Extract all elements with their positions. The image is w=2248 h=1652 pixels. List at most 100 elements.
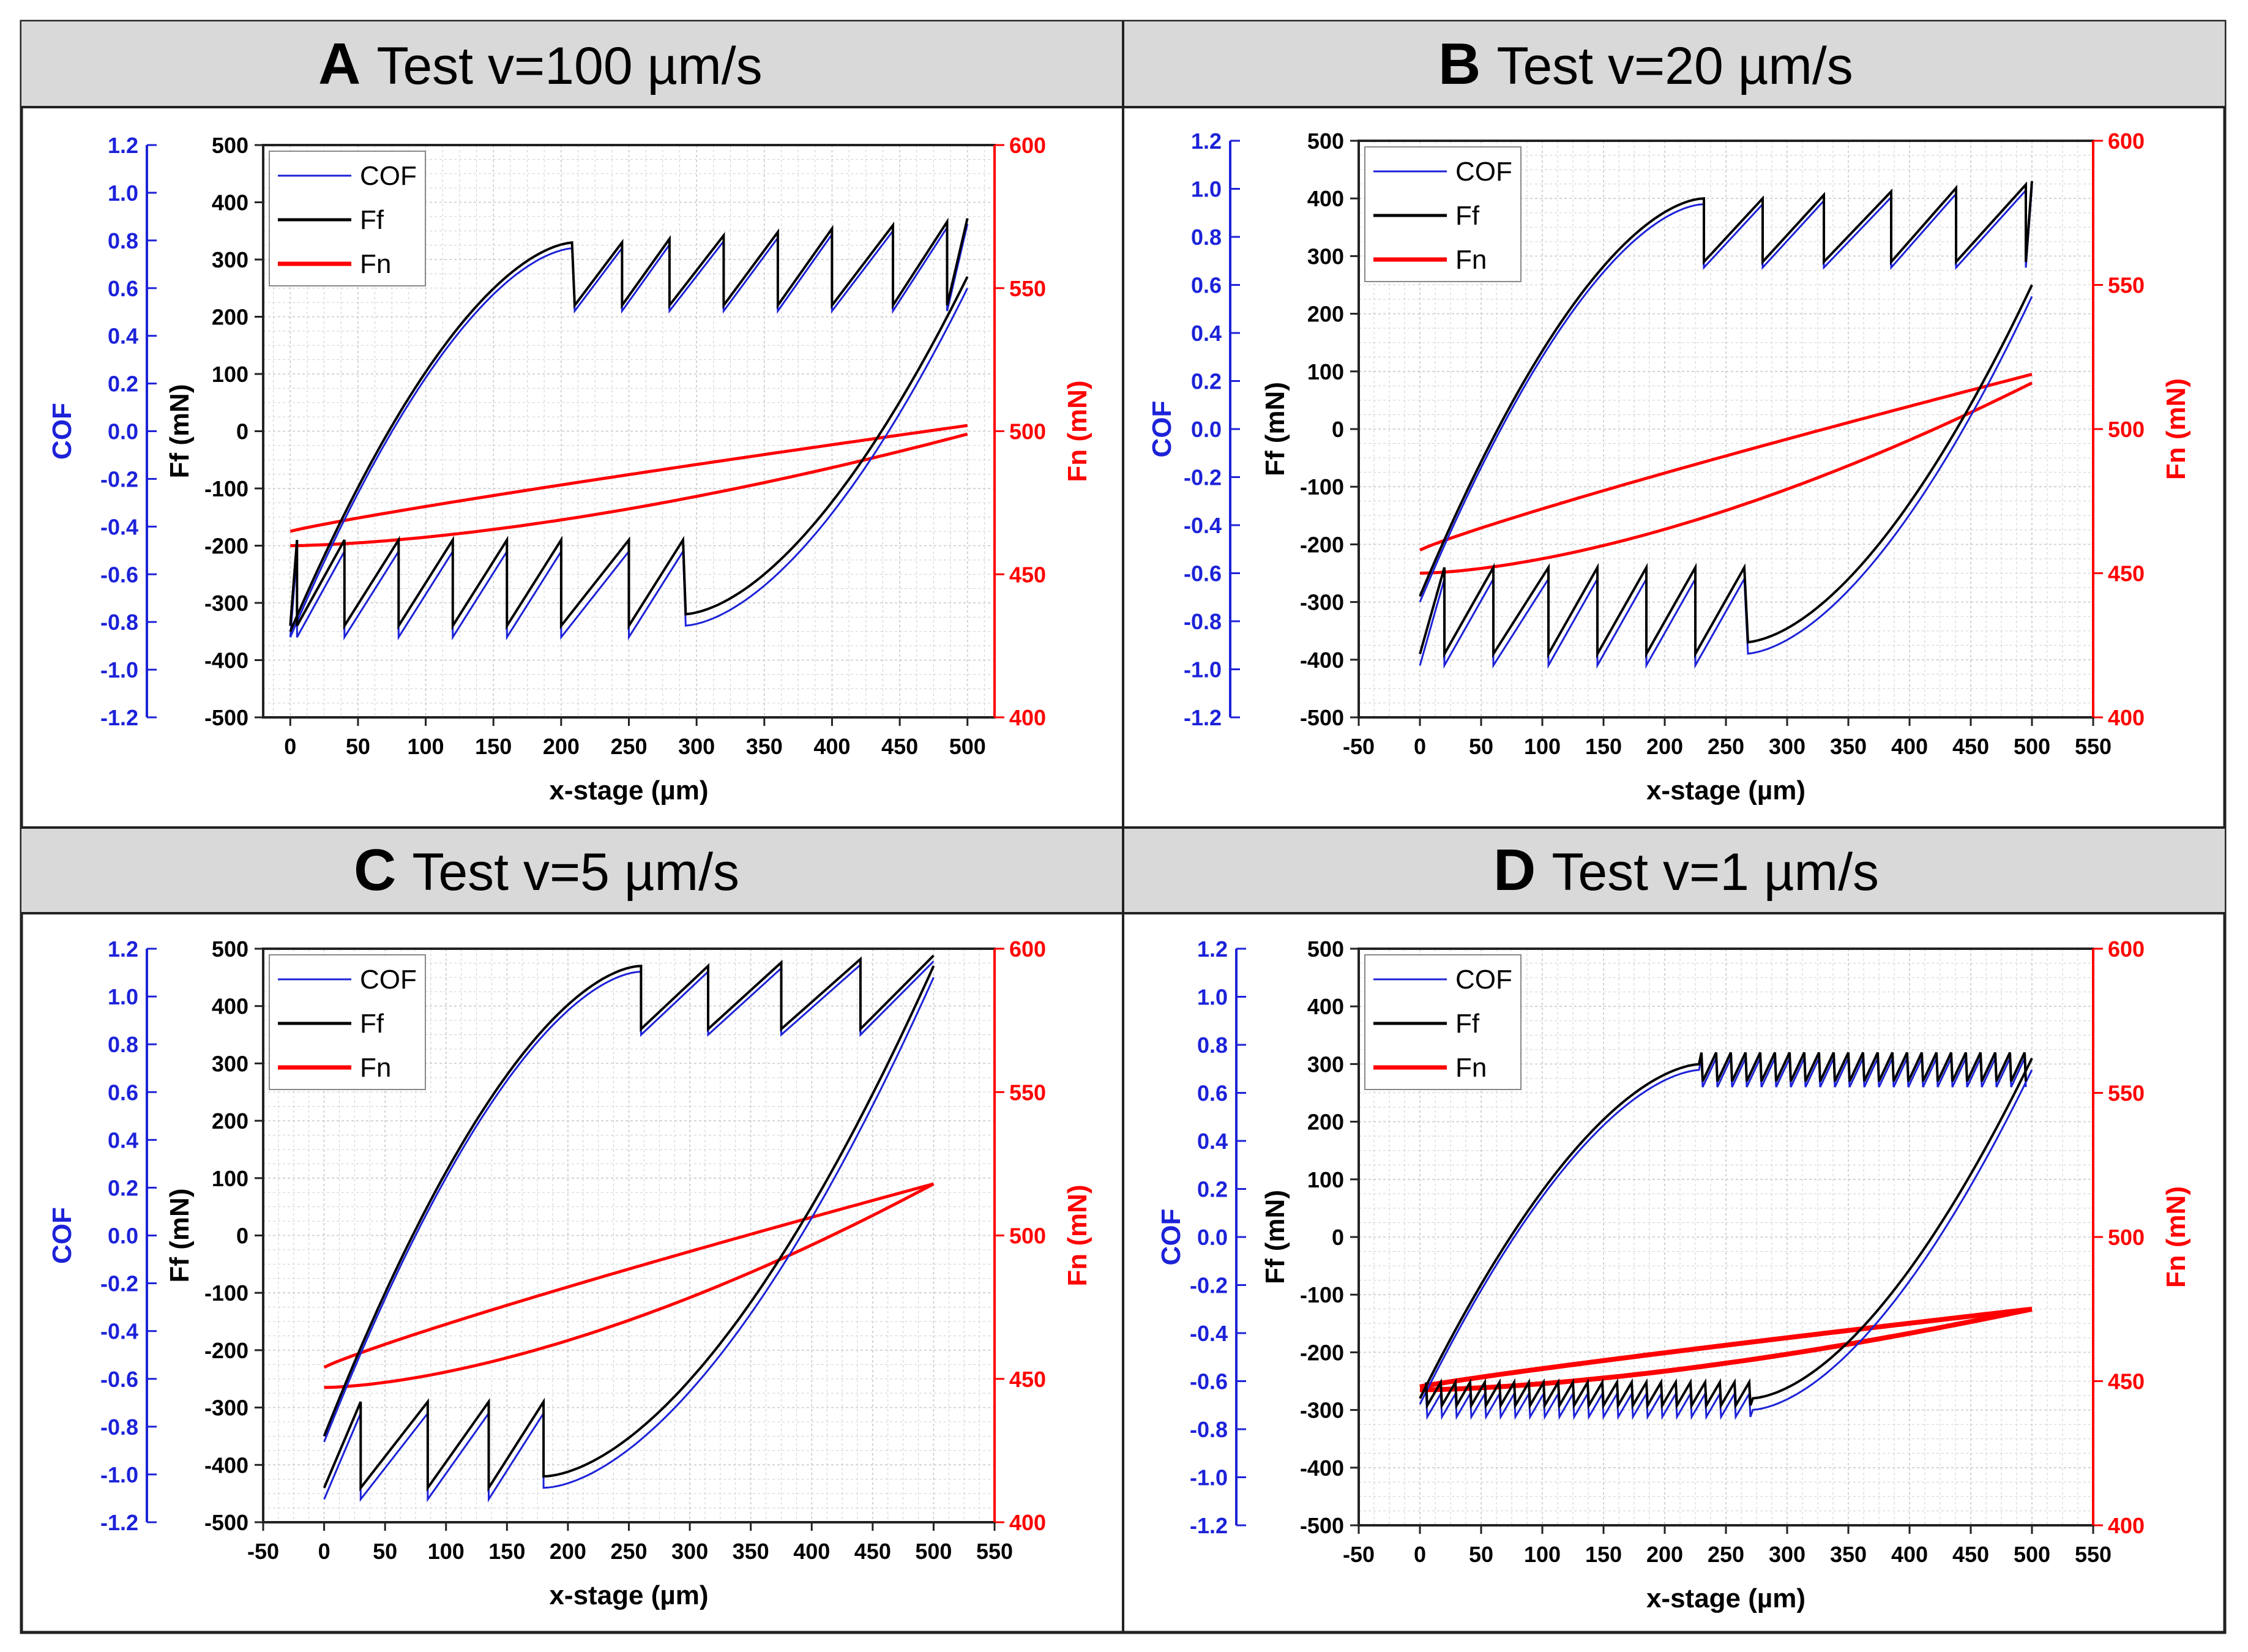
panel-d-header	[1123, 828, 2225, 913]
ff-tick-label: 400	[1307, 186, 1344, 211]
x-tick-label: 250	[1708, 1542, 1744, 1567]
fn-line-upper	[323, 1182, 935, 1369]
x-tick-label: 200	[1646, 734, 1683, 759]
cof-tick-label: 0.0	[108, 1224, 138, 1249]
fn-line-upper	[1419, 373, 2033, 552]
ff-tick-label: -500	[204, 705, 248, 730]
cof-tick-label: 0.4	[108, 1127, 138, 1153]
legend-c: COF Ff Fn	[269, 954, 426, 1090]
cof-tick-label: 0.8	[1191, 225, 1222, 250]
cof-tick-label: -1.0	[100, 1462, 138, 1487]
fn-line-lower	[324, 1182, 935, 1389]
grid-d	[1358, 948, 2094, 1526]
x-tick-label: 350	[1830, 734, 1867, 759]
panel-b-header	[1123, 21, 2225, 107]
x-tick-label: 450	[854, 1539, 891, 1564]
x-tick-label: 100	[1524, 1542, 1561, 1567]
cof-tick-label: 0.0	[108, 419, 138, 444]
fn-tick-label: 450	[1009, 562, 1046, 587]
x-tick-label: 100	[428, 1539, 465, 1564]
ff-tick-label: 400	[212, 994, 248, 1019]
x-tick-label: 200	[543, 734, 580, 759]
panel-c-header	[21, 828, 1123, 913]
cof-tick-label: 0.2	[108, 1175, 138, 1200]
ff-tick-label: -200	[1300, 1340, 1344, 1365]
x-tick-label: 350	[1830, 1542, 1867, 1567]
x-tick-label: 150	[475, 734, 512, 759]
ff-axis-label: Ff (mN)	[165, 384, 195, 479]
ff-tick-label: 300	[1307, 244, 1344, 269]
ff-line-forward	[1419, 181, 2033, 597]
cof-tick-label: 0.4	[1191, 321, 1222, 346]
x-tick-label: 350	[746, 734, 783, 759]
cof-tick-label: -0.2	[100, 1271, 138, 1296]
x-tick-label: 500	[949, 734, 986, 759]
fn-line-upper	[289, 424, 968, 533]
fn-line-lower	[290, 432, 968, 547]
cof-tick-label: -1.2	[100, 1510, 138, 1535]
ff-tick-label: 0	[1332, 1225, 1344, 1250]
x-tick-label: 0	[284, 734, 296, 759]
fn-axis-label: Fn (mN)	[1062, 380, 1092, 482]
cof-tick-label: -0.4	[100, 514, 138, 539]
ff-tick-label: -400	[1300, 648, 1344, 673]
panel-a-title: A Test v=100 µm/s	[318, 31, 763, 97]
cof-line-backward	[1419, 296, 2033, 669]
cof-tick-label: -0.6	[1184, 561, 1222, 586]
cof-tick-label: -0.4	[100, 1319, 138, 1344]
ff-line-backward	[1419, 284, 2033, 659]
ff-tick-label: -400	[1300, 1456, 1344, 1481]
ff-tick-label: 500	[212, 133, 248, 158]
fn-tick-label: 500	[2108, 417, 2145, 442]
cof-tick-label: 0.2	[1197, 1177, 1228, 1202]
ff-tick-label: -300	[204, 1396, 248, 1421]
x-tick-label: 0	[1414, 734, 1426, 759]
ff-tick-label: 300	[1307, 1052, 1344, 1077]
legend-label-cof: COF	[1455, 157, 1512, 187]
x-tick-label: 150	[1585, 734, 1622, 759]
x-tick-label: 550	[976, 1539, 1013, 1564]
cof-tick-label: 1.2	[1191, 129, 1222, 154]
ff-tick-label: 200	[212, 305, 248, 330]
legend-label-fn: Fn	[1455, 1053, 1487, 1083]
cof-tick-label: 1.0	[108, 984, 138, 1009]
chart-panel-b: 5004003002001000-100-200-300-400-5001.21…	[1147, 129, 2191, 805]
ff-tick-label: 500	[1307, 129, 1344, 154]
ff-tick-label: 300	[212, 247, 248, 272]
ff-tick-label: 400	[1307, 994, 1344, 1019]
x-tick-label: 250	[610, 1539, 647, 1564]
fn-tick-label: 500	[1009, 419, 1046, 444]
cof-tick-label: -0.6	[1190, 1369, 1228, 1394]
x-tick-label: 200	[550, 1539, 586, 1564]
legend-label-cof: COF	[1455, 965, 1512, 995]
fn-tick-label: 600	[1009, 936, 1046, 962]
x-tick-label: 400	[1891, 734, 1928, 759]
x-tick-label: -50	[247, 1539, 279, 1564]
x-tick-label: 150	[488, 1539, 525, 1564]
cof-tick-label: 0.2	[1191, 369, 1222, 394]
x-tick-label: 500	[915, 1539, 952, 1564]
x-axis-label: x-stage (µm)	[549, 776, 708, 805]
cof-tick-label: 0.4	[1197, 1129, 1228, 1154]
chart-panel-a: 5004003002001000-100-200-300-400-5001.21…	[47, 133, 1092, 805]
ff-tick-label: -500	[1300, 1513, 1344, 1538]
cof-tick-label: -0.2	[1190, 1273, 1228, 1298]
x-axis-label: x-stage (µm)	[1646, 1583, 1805, 1613]
cof-tick-label: 0.8	[108, 228, 138, 253]
cof-tick-label: -1.0	[1184, 657, 1222, 682]
cof-tick-label: -0.2	[1184, 465, 1222, 490]
cof-tick-label: -0.6	[100, 562, 138, 587]
x-axis-label: x-stage (µm)	[549, 1580, 708, 1610]
fn-axis-label: Fn (mN)	[1062, 1184, 1092, 1286]
x-tick-label: 50	[1469, 734, 1493, 759]
legend-label-fn: Fn	[360, 1053, 391, 1083]
chart-panel-d: 5004003002001000-100-200-300-400-5001.21…	[1156, 936, 2191, 1613]
fn-tick-label: 450	[2108, 1369, 2145, 1394]
fn-tick-label: 550	[1009, 1080, 1046, 1105]
cof-tick-label: 0.8	[108, 1032, 138, 1057]
ff-line-backward	[289, 276, 969, 630]
ff-tick-label: 200	[212, 1108, 248, 1134]
cof-tick-label: 1.0	[108, 181, 138, 206]
ff-tick-label: -200	[204, 1338, 248, 1363]
ff-line-forward	[289, 217, 969, 632]
